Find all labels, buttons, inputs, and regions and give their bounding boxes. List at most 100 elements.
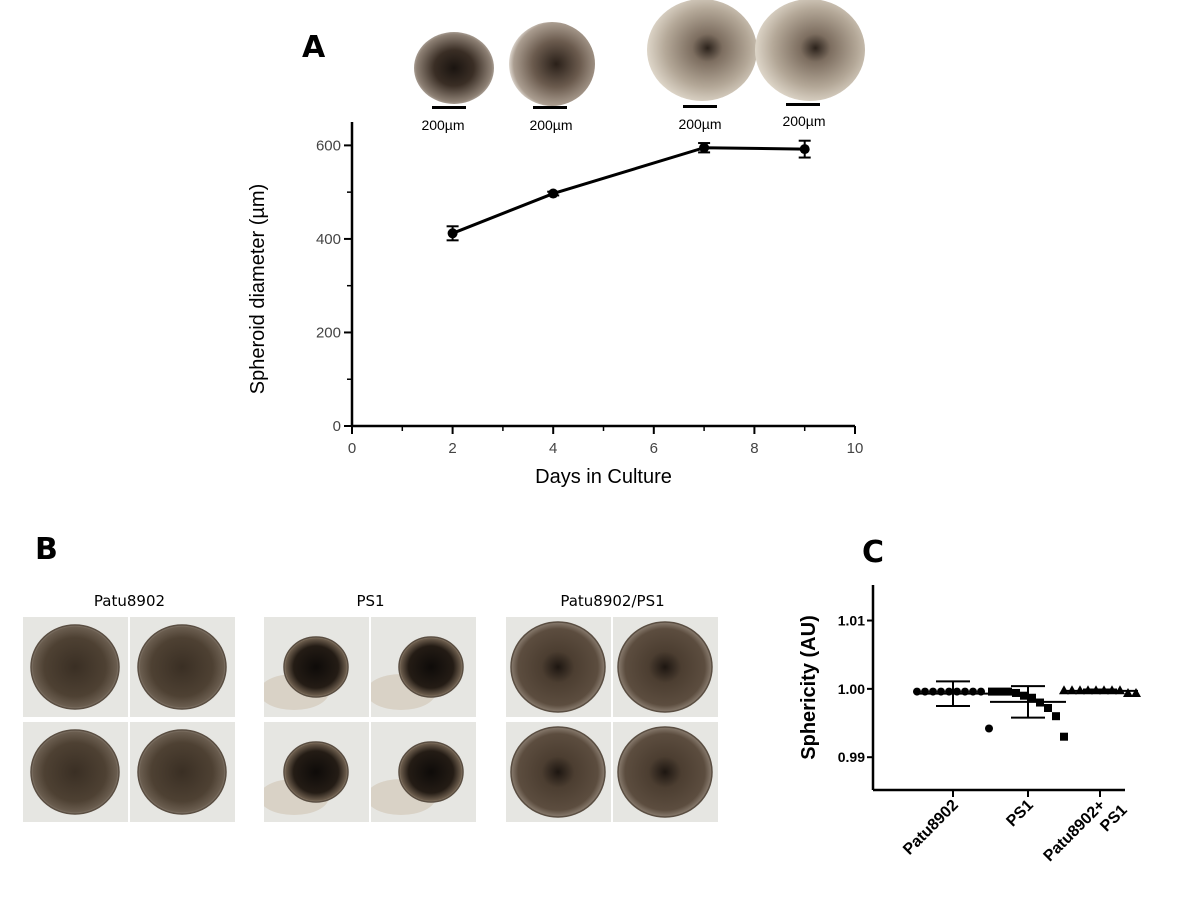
spheroid-micrograph — [371, 636, 464, 710]
spheroid — [30, 729, 120, 815]
micrograph-tile — [130, 617, 235, 717]
y-tick-label: 1.00 — [838, 681, 865, 697]
data-point — [1044, 704, 1052, 712]
data-point — [1059, 685, 1069, 695]
spheroid-image-day2 — [414, 32, 494, 104]
data-point — [447, 228, 458, 239]
panel-label-b: B — [35, 532, 58, 567]
data-point — [548, 188, 559, 199]
spheroid-image-day4 — [509, 22, 595, 106]
y-tick-label: 400 — [316, 231, 341, 248]
x-tick-label: 6 — [650, 440, 658, 457]
scale-bar-label-2: 200µm — [529, 117, 573, 133]
x-tick-label-line: PS1 — [1003, 797, 1036, 830]
data-point — [1131, 687, 1141, 697]
x-tick-label: 10 — [847, 440, 864, 457]
spheroid — [510, 726, 606, 818]
x-tick-label: Patu8902+PS1 — [1041, 788, 1131, 878]
spheroid — [398, 636, 464, 698]
y-tick-label: 200 — [316, 324, 341, 341]
data-point — [1075, 685, 1085, 695]
micrograph-tile — [613, 722, 718, 822]
spheroid — [617, 621, 713, 713]
micrograph-tile — [371, 722, 476, 822]
spheroid-micrograph — [264, 636, 349, 710]
x-tick-label: 4 — [549, 440, 557, 457]
scale-bar-1 — [432, 106, 466, 109]
x-tick-label-line: Patu8902+ — [1041, 797, 1109, 865]
data-point — [1004, 687, 1012, 696]
spheroid-micrograph — [137, 624, 227, 710]
y-tick-label: 0 — [333, 418, 341, 435]
spheroid-micrograph — [30, 624, 120, 710]
micrograph-tile — [23, 617, 128, 717]
data-point — [1115, 685, 1125, 695]
group-label-patu8902: Patu8902 — [93, 592, 166, 610]
data-point — [985, 724, 993, 733]
y-tick-label: 1.01 — [838, 613, 865, 629]
spheroid-micrograph — [510, 621, 606, 713]
data-point — [1012, 688, 1020, 697]
micrograph-tile — [264, 617, 369, 717]
panel-label-c: C — [862, 535, 885, 570]
y-axis-label: Sphericity (AU) — [798, 615, 820, 759]
micrograph-tile — [613, 617, 718, 717]
data-point — [699, 142, 710, 153]
micrograph-tile — [264, 722, 369, 822]
micrograph-tile — [371, 617, 476, 717]
y-tick-label: 600 — [316, 137, 341, 154]
group-label-ps1: PS1 — [356, 592, 385, 610]
spheroid — [137, 729, 227, 815]
data-point — [1067, 685, 1077, 695]
data-point — [799, 144, 810, 155]
spheroid — [617, 726, 713, 818]
spheroid-image-day7 — [647, 0, 757, 101]
scale-bar-2 — [533, 106, 567, 109]
x-tick-label: Patu8902 — [900, 797, 962, 859]
data-point — [1123, 687, 1133, 697]
spheroid — [137, 624, 227, 710]
spheroid-image-day9 — [755, 0, 865, 101]
data-point — [996, 687, 1004, 696]
x-tick-label: 0 — [348, 440, 356, 457]
y-tick-label: 0.99 — [838, 749, 865, 765]
micrograph-tile — [130, 722, 235, 822]
group-label-patu8902-ps1: Patu8902/PS1 — [560, 592, 665, 610]
data-point — [1060, 732, 1068, 741]
spheroid — [30, 624, 120, 710]
spheroid — [283, 636, 349, 698]
spheroid-micrograph — [137, 729, 227, 815]
x-axis-label: Days in Culture — [535, 466, 672, 488]
spheroid-micrograph — [617, 726, 713, 818]
spheroid — [510, 621, 606, 713]
scale-bar-label-1: 200µm — [421, 117, 465, 133]
micrograph-tile — [506, 722, 611, 822]
scale-bar-label-4: 200µm — [782, 113, 826, 129]
x-tick-label-line: Patu8902 — [900, 797, 962, 859]
spheroid — [398, 741, 464, 803]
micrograph-tile — [506, 617, 611, 717]
scale-bar-label-3: 200µm — [678, 116, 722, 132]
y-axis-label: Spheroid diameter (µm) — [247, 184, 269, 395]
data-point — [1052, 712, 1060, 721]
spheroid-micrograph — [510, 726, 606, 818]
series-line — [452, 146, 805, 235]
x-tick-label: PS1 — [1003, 797, 1036, 830]
spheroid — [283, 741, 349, 803]
spheroid-micrograph — [371, 741, 464, 815]
spheroid-micrograph — [264, 741, 349, 815]
panel-label-a: A — [302, 30, 326, 65]
data-point — [988, 687, 996, 696]
spheroid-micrograph — [30, 729, 120, 815]
scale-bar-4 — [786, 103, 820, 106]
x-tick-label: 2 — [448, 440, 456, 457]
x-tick-label: 8 — [750, 440, 758, 457]
data-point — [1020, 691, 1028, 700]
micrograph-tile — [23, 722, 128, 822]
scale-bar-3 — [683, 105, 717, 108]
spheroid-micrograph — [617, 621, 713, 713]
data-point — [1028, 693, 1036, 702]
